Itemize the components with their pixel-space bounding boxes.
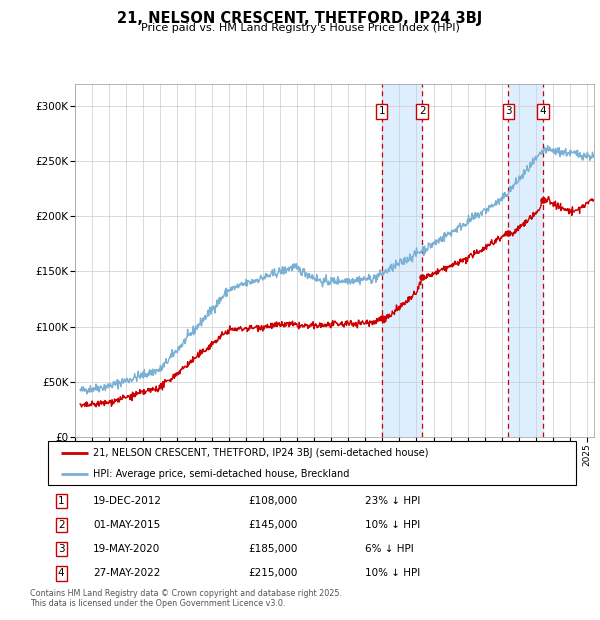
Text: 19-DEC-2012: 19-DEC-2012 xyxy=(93,496,162,506)
Text: 27-MAY-2022: 27-MAY-2022 xyxy=(93,568,160,578)
Text: 3: 3 xyxy=(58,544,65,554)
Text: HPI: Average price, semi-detached house, Breckland: HPI: Average price, semi-detached house,… xyxy=(93,469,349,479)
Text: 21, NELSON CRESCENT, THETFORD, IP24 3BJ: 21, NELSON CRESCENT, THETFORD, IP24 3BJ xyxy=(118,11,482,25)
Bar xyxy=(508,84,543,437)
Text: 21, NELSON CRESCENT, THETFORD, IP24 3BJ (semi-detached house): 21, NELSON CRESCENT, THETFORD, IP24 3BJ … xyxy=(93,448,428,458)
Point xyxy=(377,313,386,323)
Text: 01-MAY-2015: 01-MAY-2015 xyxy=(93,520,160,530)
Text: 4: 4 xyxy=(58,568,65,578)
Text: £145,000: £145,000 xyxy=(248,520,298,530)
Text: 10% ↓ HPI: 10% ↓ HPI xyxy=(365,568,420,578)
Text: 3: 3 xyxy=(505,106,512,117)
Text: £215,000: £215,000 xyxy=(248,568,298,578)
Text: 2: 2 xyxy=(419,106,425,117)
Point xyxy=(538,195,548,205)
Text: 19-MAY-2020: 19-MAY-2020 xyxy=(93,544,160,554)
Bar xyxy=(382,84,422,437)
Text: Contains HM Land Registry data © Crown copyright and database right 2025.
This d: Contains HM Land Registry data © Crown c… xyxy=(30,589,342,608)
Text: 6% ↓ HPI: 6% ↓ HPI xyxy=(365,544,413,554)
FancyBboxPatch shape xyxy=(48,441,576,485)
Text: 2: 2 xyxy=(58,520,65,530)
Text: 1: 1 xyxy=(379,106,385,117)
Text: 10% ↓ HPI: 10% ↓ HPI xyxy=(365,520,420,530)
Text: £108,000: £108,000 xyxy=(248,496,298,506)
Text: 23% ↓ HPI: 23% ↓ HPI xyxy=(365,496,420,506)
Text: 4: 4 xyxy=(539,106,546,117)
Point xyxy=(503,228,513,237)
Text: Price paid vs. HM Land Registry's House Price Index (HPI): Price paid vs. HM Land Registry's House … xyxy=(140,23,460,33)
Text: £185,000: £185,000 xyxy=(248,544,298,554)
Text: 1: 1 xyxy=(58,496,65,506)
Point xyxy=(417,272,427,282)
